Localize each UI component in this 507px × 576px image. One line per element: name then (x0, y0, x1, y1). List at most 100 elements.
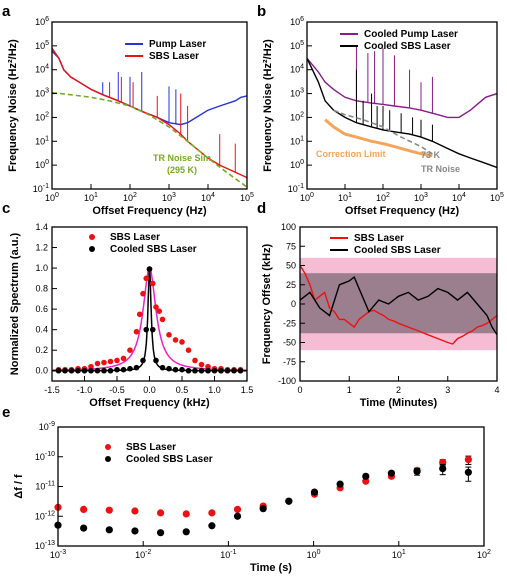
series-correction-limit (324, 118, 433, 158)
x-tick-label: 103 (414, 192, 428, 203)
data-point (208, 522, 216, 530)
fit-curve (52, 266, 247, 371)
data-point (336, 480, 344, 488)
y-tick-label: 100 (281, 222, 296, 232)
x-tick-label: 0.5 (176, 385, 189, 395)
data-point (310, 488, 319, 496)
data-point (133, 364, 140, 371)
y-tick-label: 50 (286, 261, 296, 271)
y-tick-label: 10-12 (35, 510, 55, 521)
y-tick-label: 10-13 (35, 540, 55, 551)
data-point (185, 347, 192, 354)
x-tick-label: 102 (123, 192, 137, 203)
data-point (198, 367, 205, 374)
y-tick-label: 100 (35, 159, 49, 170)
x-tick-label: 10-1 (220, 549, 236, 560)
data-point (159, 364, 166, 371)
y-tick-label: 0 (291, 299, 296, 309)
series-cooled-sbs-laser (299, 275, 498, 336)
data-point (211, 367, 218, 374)
data-point (362, 472, 370, 480)
y-tick-label: 106 (35, 16, 49, 27)
data-point (259, 505, 267, 513)
annotation: 73 K (421, 150, 441, 160)
annotation: TR Noise (421, 164, 460, 174)
data-point (185, 367, 192, 374)
panel-label: a (2, 3, 11, 20)
data-point (172, 337, 179, 343)
series-73-k-tr-noise (333, 109, 433, 155)
y-tick-label: 10-1 (288, 183, 304, 194)
x-tick-label: 105 (490, 192, 504, 203)
x-tick-label: 0 (297, 385, 302, 395)
x-tick-label: 10-2 (135, 549, 151, 560)
data-point (413, 467, 421, 476)
data-point (107, 367, 114, 374)
y-tick-label: 100 (290, 159, 304, 170)
panel-d: 0 1 2 3 4 -100 -75 -50 -25 0 25 50 75 100 Time (Minute… (257, 200, 500, 409)
data-point (166, 365, 172, 372)
plot-frame (57, 426, 485, 547)
data-point (218, 367, 224, 374)
data-point (114, 366, 120, 373)
data-point (237, 367, 244, 374)
legend-label: SBS Laser (110, 232, 160, 243)
x-tick-label: 104 (452, 192, 466, 203)
data-point (88, 367, 94, 374)
x-tick-label: 103 (162, 192, 176, 203)
data-point (439, 464, 447, 473)
x-tick-label: 1 (347, 385, 352, 395)
y-tick-label: 0.2 (35, 345, 48, 355)
y-axis-label: Δf / f (13, 474, 25, 499)
y-tick-label: 0.4 (35, 325, 48, 335)
annotation: TR Noise Sim (153, 153, 211, 163)
data-point (192, 357, 198, 364)
data-point (101, 367, 107, 374)
x-tick-label: 10-3 (50, 549, 66, 560)
x-tick-label: 3 (445, 385, 450, 395)
data-point (120, 355, 127, 362)
x-tick-label: 100 (45, 192, 59, 203)
annotation: (295 K) (167, 165, 197, 175)
legend-label: SBS Laser (126, 442, 176, 453)
y-tick-label: 105 (35, 40, 49, 51)
y-tick-label: -100 (278, 376, 296, 386)
data-point (107, 358, 114, 365)
y-axis-label: Normalized Spectrum (a.u.) (9, 232, 21, 375)
x-tick-label: 105 (240, 192, 254, 203)
y-tick-label: 1.2 (35, 243, 48, 253)
data-point (192, 367, 198, 374)
y-tick-label: 102 (35, 111, 49, 122)
panel-e: 10-3 10-2 10-1 100 101 102 10-13 10-12 10-11 10-1… (2, 404, 491, 574)
x-tick-label: -0.5 (109, 385, 125, 395)
y-tick-label: -75 (283, 357, 296, 367)
y-tick-label: 10-11 (35, 481, 55, 492)
data-point (464, 468, 472, 476)
panel-label: e (2, 404, 10, 421)
y-tick-label: 10-9 (39, 421, 55, 432)
data-point (205, 367, 211, 374)
y-tick-label: 105 (290, 40, 304, 51)
data-point (105, 506, 113, 514)
y-tick-label: 104 (35, 64, 49, 75)
data-point (80, 505, 88, 513)
y-tick-label: -50 (283, 338, 296, 348)
data-point (88, 363, 94, 370)
data-point (205, 363, 211, 370)
panel-b: 100 101 102 103 104 10510-1100101102103104105… (257, 3, 504, 217)
data-point (94, 360, 101, 367)
x-tick-label: 100 (300, 192, 314, 203)
data-point (146, 266, 153, 272)
data-point (131, 507, 139, 515)
x-tick-label: 102 (477, 549, 491, 560)
panel-label: b (257, 3, 266, 20)
y-tick-label: 25 (286, 280, 296, 290)
data-point (143, 275, 150, 282)
y-tick-label: 0.0 (35, 366, 48, 376)
panel-label: d (257, 200, 266, 217)
panel-c: -1.5 -1.0 -0.5 0.0 0.5 1.0 1.5 0.0 0.2 0.4 0.6 0.8 1… (2, 200, 253, 409)
data-point (156, 509, 165, 517)
x-axis-label: Offset Frequency (kHz) (89, 397, 210, 409)
y-tick-label: 0.6 (35, 304, 48, 314)
